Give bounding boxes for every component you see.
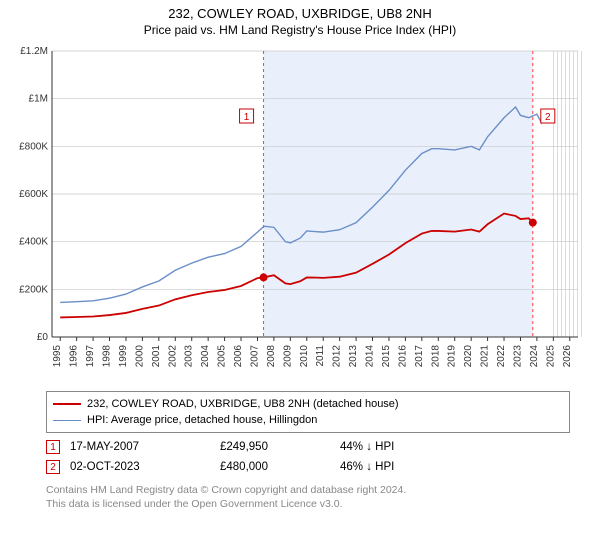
svg-text:£400K: £400K xyxy=(19,237,48,248)
sale-date: 02-OCT-2023 xyxy=(70,461,220,473)
svg-text:2015: 2015 xyxy=(381,345,392,368)
svg-text:£200K: £200K xyxy=(19,284,48,295)
legend-item: HPI: Average price, detached house, Hill… xyxy=(53,412,563,428)
svg-text:2001: 2001 xyxy=(151,345,162,368)
svg-text:2007: 2007 xyxy=(249,345,260,368)
svg-text:2012: 2012 xyxy=(332,345,343,368)
page-subtitle: Price paid vs. HM Land Registry's House … xyxy=(10,23,590,37)
sale-price: £249,950 xyxy=(220,441,340,453)
svg-text:2010: 2010 xyxy=(299,345,310,368)
sale-diff: 46% ↓ HPI xyxy=(340,461,460,473)
svg-text:2000: 2000 xyxy=(134,345,145,368)
svg-text:1995: 1995 xyxy=(52,345,63,368)
svg-text:2021: 2021 xyxy=(480,345,491,368)
attribution-line: This data is licensed under the Open Gov… xyxy=(46,497,570,511)
price-chart: £0 £200K £400K £600K £800K £1M £1.2M 1995 1996 19… xyxy=(10,45,590,385)
svg-text:2018: 2018 xyxy=(430,345,441,368)
sale-marker-icon: 1 xyxy=(46,440,60,454)
svg-text:2: 2 xyxy=(545,112,551,123)
svg-text:2014: 2014 xyxy=(365,345,376,368)
sale-date: 17-MAY-2007 xyxy=(70,441,220,453)
sale-row: 2 02-OCT-2023£480,00046% ↓ HPI xyxy=(46,457,570,477)
legend-swatch xyxy=(53,403,81,405)
svg-text:£600K: £600K xyxy=(19,189,48,200)
attribution: Contains HM Land Registry data © Crown c… xyxy=(46,483,570,511)
attribution-line: Contains HM Land Registry data © Crown c… xyxy=(46,483,570,497)
svg-text:2011: 2011 xyxy=(315,345,326,367)
svg-text:2023: 2023 xyxy=(512,345,523,368)
svg-text:2013: 2013 xyxy=(348,345,359,368)
svg-text:£800K: £800K xyxy=(19,141,48,152)
svg-text:£1.2M: £1.2M xyxy=(20,46,48,57)
svg-text:2025: 2025 xyxy=(545,345,556,368)
svg-text:2022: 2022 xyxy=(496,345,507,368)
svg-text:2009: 2009 xyxy=(282,345,293,368)
svg-text:2006: 2006 xyxy=(233,345,244,368)
svg-text:2016: 2016 xyxy=(397,345,408,368)
svg-text:2026: 2026 xyxy=(562,345,573,368)
svg-text:2004: 2004 xyxy=(200,345,211,368)
svg-text:2002: 2002 xyxy=(167,345,178,368)
legend-swatch xyxy=(53,420,81,421)
page-title: 232, COWLEY ROAD, UXBRIDGE, UB8 2NH xyxy=(10,6,590,21)
svg-text:1999: 1999 xyxy=(118,345,129,368)
legend-label: HPI: Average price, detached house, Hill… xyxy=(87,414,317,426)
sale-row: 1 17-MAY-2007£249,95044% ↓ HPI xyxy=(46,437,570,457)
svg-text:2017: 2017 xyxy=(414,345,425,368)
sale-price: £480,000 xyxy=(220,461,340,473)
svg-text:2024: 2024 xyxy=(529,345,540,368)
sale-diff: 44% ↓ HPI xyxy=(340,441,460,453)
svg-text:1996: 1996 xyxy=(69,345,80,368)
svg-text:2019: 2019 xyxy=(447,345,458,368)
legend: 232, COWLEY ROAD, UXBRIDGE, UB8 2NH (det… xyxy=(46,391,570,433)
svg-text:1: 1 xyxy=(244,112,250,123)
sale-marker-icon: 2 xyxy=(46,460,60,474)
svg-text:2005: 2005 xyxy=(217,345,228,368)
sales-table: 1 17-MAY-2007£249,95044% ↓ HPI 2 02-OCT-202… xyxy=(46,437,570,477)
svg-text:2008: 2008 xyxy=(266,345,277,368)
svg-text:£0: £0 xyxy=(37,332,49,343)
svg-text:1998: 1998 xyxy=(102,345,113,368)
svg-text:2020: 2020 xyxy=(463,345,474,368)
svg-text:£1M: £1M xyxy=(29,94,48,105)
legend-label: 232, COWLEY ROAD, UXBRIDGE, UB8 2NH (det… xyxy=(87,398,399,410)
svg-text:1997: 1997 xyxy=(85,345,96,368)
legend-item: 232, COWLEY ROAD, UXBRIDGE, UB8 2NH (det… xyxy=(53,396,563,412)
svg-text:2003: 2003 xyxy=(184,345,195,368)
